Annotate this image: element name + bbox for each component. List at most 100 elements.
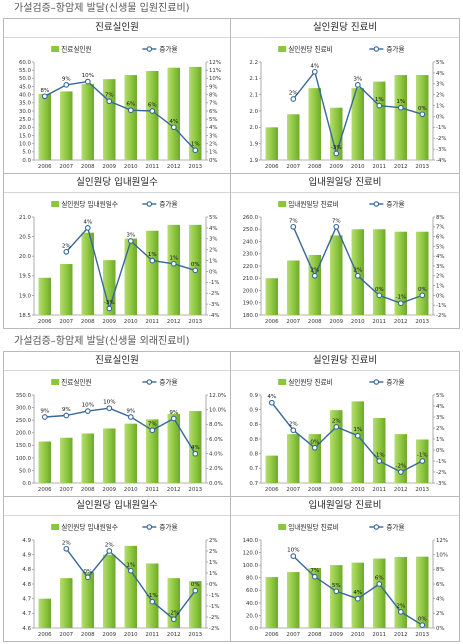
growth-rate-label: 7% [332,218,341,224]
growth-rate-point [311,272,318,279]
y-left-tick-label: 250.0 [243,227,259,233]
x-tick-label: 2007 [59,487,73,493]
x-tick-label: 2006 [38,487,52,493]
x-tick-label: 2006 [38,632,52,638]
growth-rate-point [397,469,404,475]
growth-rate-point [170,124,177,131]
x-tick-label: 2010 [124,164,138,170]
legend-line-marker [146,524,153,530]
panel-title: 입내원일당 진료비 [231,174,459,193]
y-right-tick-label: 3% [436,264,445,270]
growth-rate-line [44,80,196,151]
y-right-tick-label: -1% [436,303,447,309]
panel-inpatient-patient-count: 진료실인원 0.0 5.0 10.0 15.0 20.0 25.0 30.0 35.0 40.0… [3,18,231,174]
bar [287,114,300,160]
bar [60,437,73,483]
y-right-tick-label: 6.0% [209,437,223,443]
y-right-tick-label: 0.0% [209,481,223,487]
growth-rate-point [333,223,340,230]
growth-rate-label: 2% [289,422,298,428]
growth-rate-label: 4% [191,445,200,451]
growth-rate-label: 0% [418,287,427,293]
growth-rate-label: 10% [103,400,115,406]
growth-rate-point [376,102,383,109]
panel-title: 실인원당 입내원일수 [4,497,230,516]
bar [265,455,278,483]
y-right-tick-label: 10% [436,553,448,559]
growth-rate-label: 9% [62,76,71,82]
x-tick-label: 2013 [415,164,429,170]
bar [124,423,137,483]
legend-line-label: 증가율 [386,200,404,209]
growth-rate-label: 7% [148,422,157,428]
bar [287,572,300,628]
y-right-tick-label: -2% [436,313,447,319]
y-left-tick-label: 60.0 [19,60,32,66]
x-tick-label: 2007 [59,319,73,325]
x-tick-label: 2012 [167,319,181,325]
legend-line-marker [373,46,380,52]
y-right-tick-label: 4% [436,404,445,410]
y-left-tick-label: 200.0 [243,288,259,294]
growth-rate-label: 1% [126,562,135,568]
y-right-tick-label: 8% [209,93,218,99]
bar [351,88,364,160]
growth-rate-label: -3% [104,300,115,306]
x-tick-label: 2007 [286,632,300,638]
growth-rate-label: 1% [148,252,157,258]
y-right-tick-label: -2% [209,291,220,297]
y-right-tick-label: 1% [436,103,445,109]
y-left-tick-label: 35.0 [19,101,32,107]
growth-rate-label: 9% [40,409,49,415]
legend-line-label: 증가율 [159,45,177,54]
growth-rate-point [333,588,340,595]
x-tick-label: 2011 [372,487,386,493]
y-right-tick-label: 0% [209,582,218,588]
x-tick-label: 2012 [167,487,181,493]
growth-rate-label: 0% [310,439,319,445]
bar [265,577,278,628]
x-tick-label: 2006 [265,164,279,170]
y-left-tick-label: 20.5 [19,235,31,241]
growth-rate-label: 1% [353,427,362,433]
y-right-tick-label: 3% [436,82,445,88]
x-tick-label: 2011 [145,164,159,170]
y-right-tick-label: 4% [209,226,218,232]
growth-rate-point [149,108,156,114]
y-right-tick-label: 5% [436,60,445,66]
x-tick-label: 2011 [145,319,159,325]
bar [124,545,137,628]
x-tick-label: 2013 [188,487,202,493]
x-tick-label: 2011 [372,632,386,638]
bar [308,88,321,160]
y-right-tick-label: -2% [436,136,447,142]
legend-line-label: 증가율 [159,523,177,532]
growth-rate-point [290,553,297,559]
growth-rate-point [127,567,134,574]
bar [167,224,180,315]
growth-rate-label: 6% [375,576,384,582]
growth-rate-label: 4% [83,219,92,225]
y-left-tick-label: 250.0 [16,418,32,424]
y-right-tick-label: -1% [209,604,220,610]
x-tick-label: 2006 [265,487,279,493]
y-right-tick-label: 3% [209,237,218,243]
bar [330,107,343,160]
x-tick-label: 2008 [308,487,322,493]
bar [60,578,73,628]
legend-bar-swatch [278,201,287,207]
y-left-tick-label: 40.0 [19,93,32,99]
legend-line-label: 증가율 [386,378,404,387]
y-right-tick-label: -4% [209,313,220,319]
x-tick-label: 2011 [372,164,386,170]
y-right-tick-label: 0% [209,158,218,164]
panel-outpatient-visit-days-per-patient: 실인원당 입내원일수 4.6 4.7 4.7 4.8 4.8 4.9 4.9 -2% -2% -1… [3,496,231,642]
bar [124,75,137,160]
growth-rate-label: 2% [105,543,114,549]
legend-line-label: 증가율 [386,45,404,54]
bar [373,81,386,160]
bar [416,556,429,628]
growth-rate-label: 10% [82,73,94,79]
bar [60,91,73,160]
legend-bar-swatch [51,524,60,530]
